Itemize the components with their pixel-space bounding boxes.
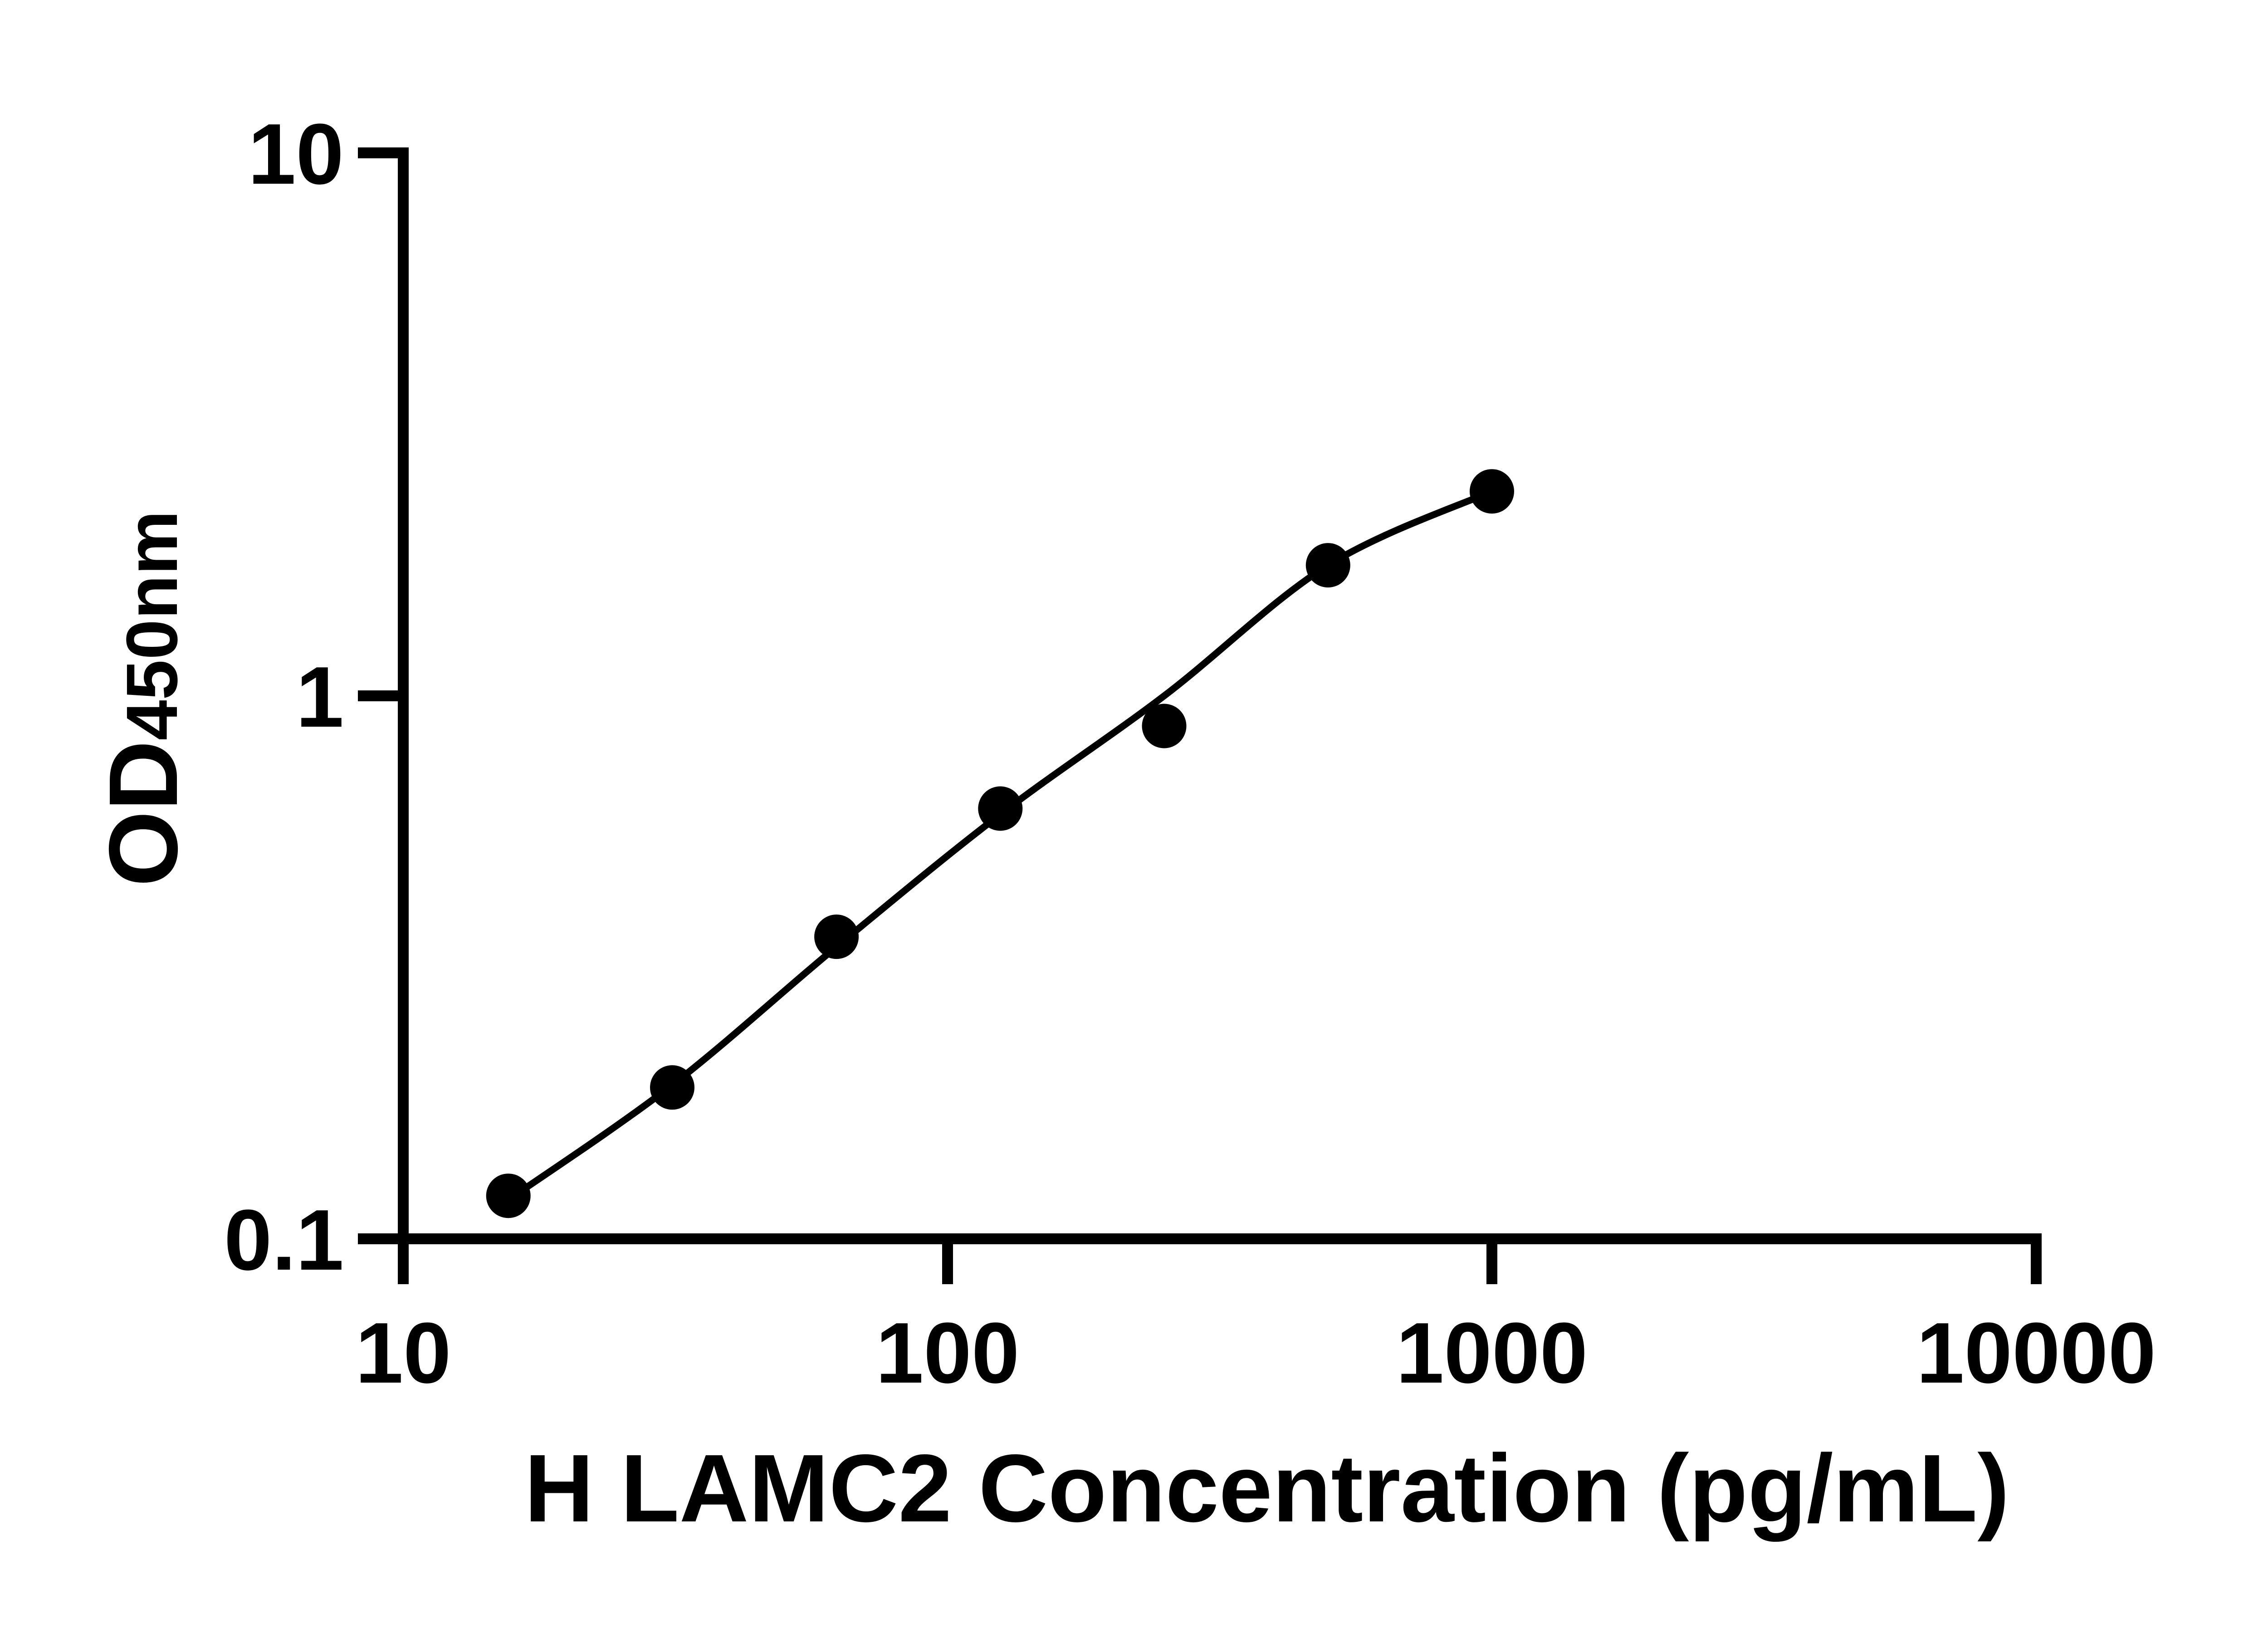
x-tick-labels: 10 100 1000 10000 xyxy=(355,1305,2156,1401)
x-tick-label: 100 xyxy=(875,1305,1019,1401)
x-axis-title: H LAMC2 Concentration (pg/mL) xyxy=(524,1434,2009,1542)
y-axis-ticks xyxy=(358,147,403,1244)
x-tick-label: 10 xyxy=(355,1305,451,1401)
data-point-marker xyxy=(650,1065,694,1110)
y-tick-label: 0.1 xyxy=(224,1192,344,1288)
x-tick-label: 10000 xyxy=(1916,1305,2156,1401)
axes xyxy=(358,147,2042,1284)
data-point-marker xyxy=(1305,543,1350,588)
data-point-marker xyxy=(1470,469,1514,514)
x-tick-label: 1000 xyxy=(1396,1305,1588,1401)
x-axis-ticks xyxy=(398,1239,2042,1284)
y-axis-title-main: OD xyxy=(88,740,198,887)
data-points xyxy=(486,469,1514,1218)
y-tick-labels: 10 1 0.1 xyxy=(224,106,344,1288)
data-point-marker xyxy=(1142,704,1187,748)
y-axis-title-sub: 450nm xyxy=(111,510,192,740)
data-point-marker xyxy=(486,1173,531,1218)
y-axis-title: OD450nm xyxy=(88,510,198,886)
data-point-marker xyxy=(814,914,859,959)
y-tick-label: 10 xyxy=(248,106,344,202)
y-tick-label: 1 xyxy=(296,649,344,745)
data-point-marker xyxy=(978,786,1023,831)
